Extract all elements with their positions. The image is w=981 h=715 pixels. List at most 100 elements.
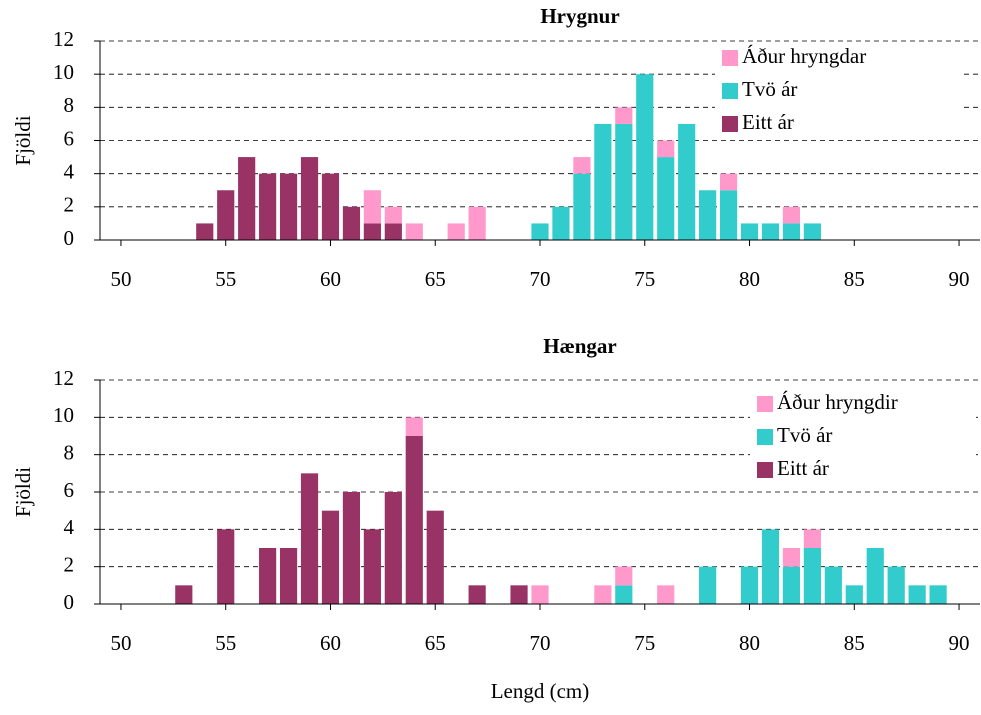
- bar: [426, 510, 444, 604]
- legend-label: Tvö ár: [742, 77, 797, 101]
- bar: [573, 157, 591, 174]
- bar: [594, 585, 612, 604]
- legend-swatch: [757, 429, 773, 445]
- x-tick-label: 80: [739, 631, 760, 655]
- x-tick-label: 65: [425, 631, 446, 655]
- bar: [300, 473, 319, 604]
- y-tick-label: 6: [64, 478, 75, 502]
- bar: [510, 585, 528, 604]
- legend-box: [715, 44, 963, 138]
- bar: [740, 566, 759, 604]
- bar: [657, 140, 675, 158]
- y-tick-label: 2: [64, 552, 75, 576]
- bar: [217, 529, 235, 604]
- bar: [384, 206, 402, 224]
- bar: [175, 585, 193, 604]
- bar: [342, 492, 361, 604]
- bar: [405, 436, 423, 604]
- x-tick-label: 90: [949, 631, 970, 655]
- legend-label: Áður hryngdir: [777, 390, 898, 414]
- y-axis-label: Fjöldi: [11, 467, 35, 517]
- bar: [552, 206, 570, 240]
- bar: [782, 566, 801, 604]
- x-tick-label: 90: [949, 267, 970, 291]
- bar: [384, 492, 402, 604]
- legend-swatch: [722, 50, 738, 66]
- bar: [761, 529, 780, 604]
- x-tick-label: 75: [634, 267, 655, 291]
- x-axis-label: Lengd (cm): [491, 679, 590, 703]
- bar: [678, 123, 696, 240]
- bar: [615, 585, 633, 604]
- bar: [908, 585, 926, 604]
- x-tick-label: 70: [530, 631, 551, 655]
- bar: [657, 585, 675, 604]
- bar: [405, 223, 423, 240]
- bar: [468, 206, 486, 240]
- legend-swatch: [722, 83, 738, 99]
- y-tick-label: 0: [64, 590, 75, 614]
- bar: [615, 107, 633, 124]
- bar: [803, 223, 821, 240]
- bar: [782, 548, 801, 567]
- legend-box: [750, 388, 976, 482]
- x-tick-label: 70: [530, 267, 551, 291]
- legend-swatch: [757, 462, 773, 478]
- bar: [761, 223, 780, 240]
- bar: [531, 585, 549, 604]
- y-tick-label: 8: [64, 93, 75, 117]
- bar: [217, 190, 235, 240]
- bar: [866, 548, 884, 604]
- bar: [531, 223, 549, 240]
- bar: [238, 157, 256, 240]
- chart-title: Hængar: [543, 334, 617, 358]
- bar: [279, 173, 298, 240]
- bar: [321, 173, 340, 240]
- x-tick-label: 55: [215, 631, 236, 655]
- y-tick-label: 8: [64, 440, 75, 464]
- x-tick-label: 50: [110, 631, 131, 655]
- x-tick-label: 65: [425, 267, 446, 291]
- bar: [699, 566, 717, 604]
- bar: [405, 417, 423, 436]
- bar: [279, 548, 298, 604]
- bar: [363, 529, 381, 604]
- legend-label: Eitt ár: [742, 110, 794, 134]
- bar: [657, 157, 675, 240]
- bar: [803, 529, 821, 548]
- y-tick-label: 10: [53, 403, 74, 427]
- y-tick-label: 0: [64, 226, 75, 250]
- x-tick-label: 80: [739, 267, 760, 291]
- bar: [321, 510, 340, 604]
- bar: [719, 190, 738, 240]
- bar: [719, 173, 738, 191]
- x-tick-label: 75: [634, 631, 655, 655]
- bar: [740, 223, 759, 240]
- x-tick-label: 55: [215, 267, 236, 291]
- bar: [782, 206, 801, 224]
- bar: [699, 190, 717, 240]
- bar: [259, 173, 277, 240]
- x-tick-label: 60: [320, 267, 341, 291]
- x-tick-label: 85: [844, 631, 865, 655]
- legend-label: Áður hryngdar: [742, 44, 866, 68]
- y-tick-label: 4: [64, 515, 75, 539]
- bar: [929, 585, 947, 604]
- x-tick-label: 85: [844, 267, 865, 291]
- bar: [447, 223, 465, 240]
- y-axis-label: Fjöldi: [11, 115, 35, 165]
- legend-label: Eitt ár: [777, 456, 829, 480]
- bar: [573, 173, 591, 240]
- chart-title: Hrygnur: [540, 4, 619, 28]
- bar: [342, 206, 361, 240]
- bar: [384, 223, 402, 240]
- bar: [300, 157, 319, 240]
- bar: [259, 548, 277, 604]
- y-tick-label: 10: [53, 60, 74, 84]
- y-tick-label: 6: [64, 126, 75, 150]
- bar: [615, 566, 633, 586]
- bar: [615, 123, 633, 240]
- y-tick-label: 12: [53, 366, 74, 390]
